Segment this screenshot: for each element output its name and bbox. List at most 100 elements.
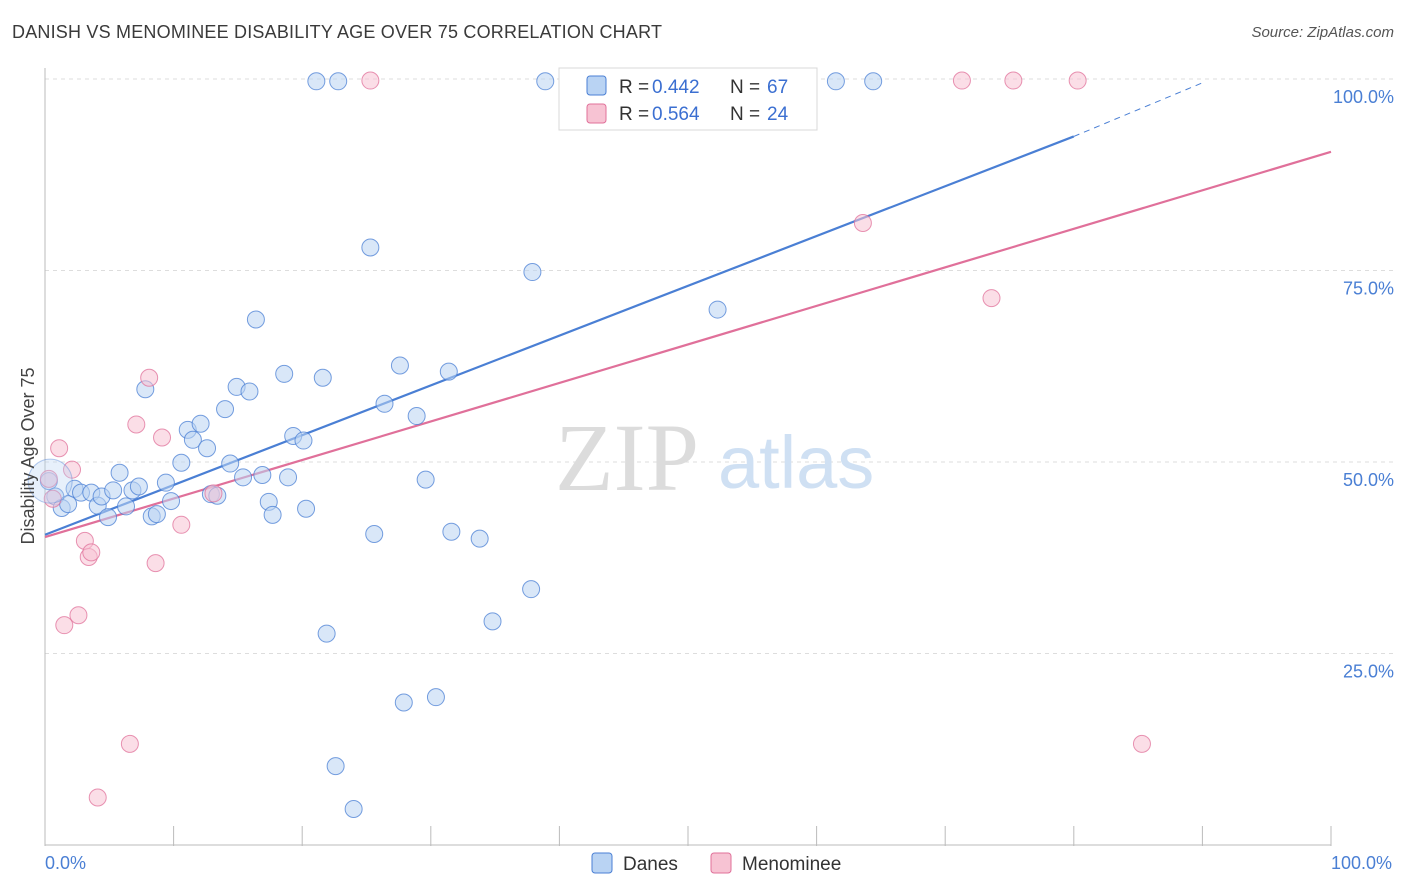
point-danes xyxy=(99,508,118,527)
series-legend: Danes Menominee xyxy=(591,852,841,875)
point-danes xyxy=(156,473,175,492)
stats-n-label: N = xyxy=(730,77,760,98)
point-danes xyxy=(361,238,380,257)
point-danes xyxy=(246,310,265,329)
point-danes xyxy=(104,481,123,500)
stats-r-value: 0.442 xyxy=(652,77,700,98)
legend-swatch-menominee xyxy=(710,852,732,874)
stats-r-value: 0.564 xyxy=(652,104,700,125)
stats-swatch-danes xyxy=(586,75,607,96)
trend-line-danes xyxy=(44,135,1075,536)
point-danes xyxy=(536,72,555,91)
point-danes xyxy=(307,72,326,91)
y-tick-label: 25.0% xyxy=(1343,662,1394,682)
point-danes xyxy=(275,364,294,383)
point-menominee xyxy=(120,734,139,753)
watermark-atlas: atlas xyxy=(718,421,874,504)
point-danes xyxy=(221,454,240,473)
point-menominee xyxy=(172,515,191,534)
stats-r-label: R = xyxy=(619,104,649,125)
point-danes xyxy=(183,430,202,449)
point-danes xyxy=(375,394,394,413)
point-danes xyxy=(442,522,461,541)
point-menominee xyxy=(82,543,101,562)
point-menominee xyxy=(63,460,82,479)
point-menominee xyxy=(1132,734,1151,753)
point-danes xyxy=(313,368,332,387)
point-danes xyxy=(394,693,413,712)
grid-lines: 100.0% 75.0% 50.0% 25.0% xyxy=(45,78,1394,682)
point-danes xyxy=(172,453,191,472)
point-danes xyxy=(234,468,253,487)
point-danes xyxy=(365,525,384,544)
trend-extension-danes xyxy=(1073,82,1203,137)
point-danes xyxy=(117,497,136,516)
point-menominee xyxy=(1004,71,1023,90)
point-danes xyxy=(523,263,542,282)
point-menominee xyxy=(146,554,165,573)
point-danes xyxy=(279,468,298,487)
point-menominee xyxy=(952,71,971,90)
stats-n-value: 24 xyxy=(767,104,789,125)
point-menominee xyxy=(39,469,58,488)
legend-swatch-danes xyxy=(591,852,613,874)
point-danes xyxy=(326,757,345,776)
stats-n-value: 67 xyxy=(767,77,788,98)
point-danes xyxy=(390,356,409,375)
point-danes xyxy=(708,300,727,319)
point-menominee xyxy=(204,484,223,503)
point-menominee xyxy=(127,415,146,434)
point-menominee xyxy=(88,788,107,807)
point-menominee xyxy=(69,606,88,625)
point-menominee xyxy=(43,489,62,508)
point-menominee xyxy=(55,616,74,635)
y-tick-label: 100.0% xyxy=(1333,87,1394,107)
point-danes xyxy=(864,72,883,91)
point-danes xyxy=(344,799,363,818)
legend-label-danes: Danes xyxy=(623,854,678,875)
point-danes xyxy=(826,72,845,91)
point-menominee xyxy=(140,368,159,387)
point-danes xyxy=(416,470,435,489)
point-menominee xyxy=(50,439,69,458)
stats-swatch-menominee xyxy=(586,103,607,124)
chart-title: DANISH VS MENOMINEE DISABILITY AGE OVER … xyxy=(12,22,663,42)
y-tick-label: 50.0% xyxy=(1343,470,1394,490)
stats-r-label: R = xyxy=(619,77,649,98)
point-cluster-danes xyxy=(27,458,73,504)
point-menominee xyxy=(1068,71,1087,90)
stats-n-label: N = xyxy=(730,104,760,125)
point-danes xyxy=(253,466,272,485)
point-danes xyxy=(263,505,282,524)
point-menominee xyxy=(153,428,172,447)
point-menominee xyxy=(361,71,380,90)
point-danes xyxy=(317,624,336,643)
stats-legend: R = 0.442 N = 67 R = 0.564 N = 24 xyxy=(558,67,818,131)
legend-label-menominee: Menominee xyxy=(742,854,841,875)
point-danes xyxy=(483,612,502,631)
point-menominee xyxy=(982,289,1001,308)
x-tick-label: 100.0% xyxy=(1331,853,1392,873)
point-danes xyxy=(198,439,217,458)
point-danes xyxy=(426,688,445,707)
point-danes xyxy=(297,499,316,518)
point-danes xyxy=(129,477,148,496)
watermark-zip: ZIP xyxy=(555,404,699,511)
point-danes xyxy=(470,529,489,548)
data-points xyxy=(27,71,1151,818)
point-danes xyxy=(147,505,166,524)
y-axis-label: Disability Age Over 75 xyxy=(18,367,38,544)
point-danes xyxy=(191,414,210,433)
source-label: Source: ZipAtlas.com xyxy=(1251,24,1394,41)
axes: 0.0% 100.0% xyxy=(44,68,1392,873)
point-menominee xyxy=(853,214,872,233)
point-danes xyxy=(294,431,313,450)
point-danes xyxy=(407,407,426,426)
point-danes xyxy=(439,362,458,381)
watermark: ZIP atlas xyxy=(555,404,874,511)
y-tick-label: 75.0% xyxy=(1343,279,1394,299)
point-danes xyxy=(162,492,181,511)
point-danes xyxy=(522,580,541,599)
point-danes xyxy=(110,463,129,482)
